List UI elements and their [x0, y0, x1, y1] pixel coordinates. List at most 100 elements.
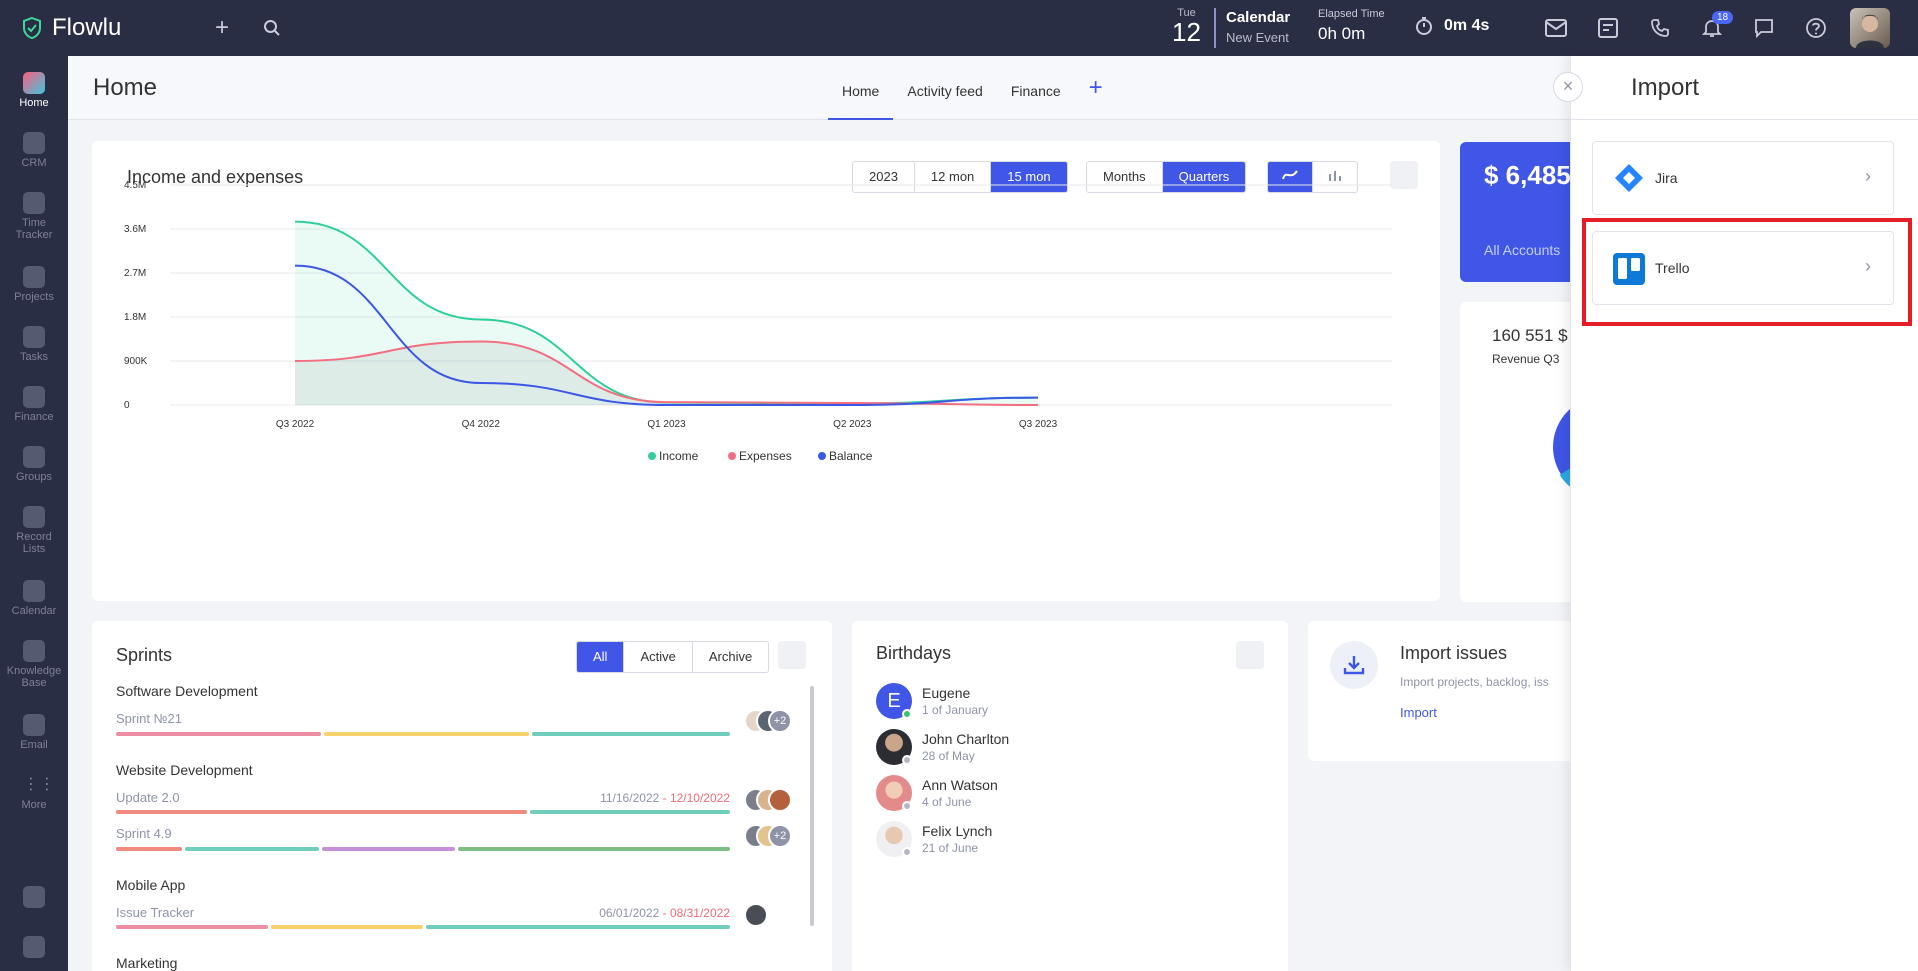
period-12-mon-button[interactable]: 12 mon — [914, 162, 992, 192]
user-avatar[interactable] — [1850, 8, 1890, 48]
legend-marker — [818, 452, 826, 460]
add-tab-button[interactable]: + — [1088, 74, 1103, 101]
filter-all-button[interactable]: All — [577, 642, 625, 672]
mail-icon[interactable] — [1544, 16, 1568, 40]
sprints-scrollbar[interactable] — [810, 686, 814, 926]
sidebar-item-projects[interactable]: Projects — [0, 266, 68, 303]
member-avatar[interactable] — [768, 788, 792, 812]
sprint-project-title: Website Development — [116, 762, 253, 778]
help-icon[interactable] — [1804, 16, 1828, 40]
sprint-name[interactable]: Issue Tracker — [116, 905, 195, 920]
tab-home[interactable]: Home — [828, 56, 894, 120]
accounts-balance-card[interactable]: $ 6,485 All Accounts — [1460, 142, 1570, 282]
sprint-date-separator: - — [659, 791, 670, 805]
more-icon: ⋮⋮ — [23, 776, 55, 793]
sidebar-item-tasks[interactable]: Tasks — [0, 326, 68, 363]
sidebar-item-label: Calendar — [11, 605, 57, 617]
close-panel-button[interactable]: × — [1553, 72, 1583, 102]
import-issues-title: Import issues — [1400, 643, 1508, 663]
sidebar-item-label: Home — [19, 97, 49, 109]
sidebar-item-marketplace[interactable] — [0, 886, 68, 911]
line-chart-icon[interactable] — [1268, 162, 1313, 192]
sidebar-item-time-tracker[interactable]: Time Tracker — [0, 192, 68, 241]
revenue-label: Revenue Q3 — [1492, 352, 1560, 366]
calendar-new-event[interactable]: New Event — [1226, 30, 1289, 45]
sprint-end-date: 12/10/2022 — [669, 791, 730, 805]
download-icon — [1330, 641, 1378, 689]
legend-marker — [728, 452, 736, 460]
sprint-progress-bar — [116, 847, 730, 851]
sprint-name[interactable]: Sprint 4.9 — [116, 826, 172, 841]
import-option-jira[interactable]: Jira › — [1592, 141, 1894, 215]
period-15-mon-button[interactable]: 15 mon — [991, 162, 1067, 192]
y-tick-label: 1.8M — [124, 312, 146, 323]
add-icon[interactable]: + — [214, 14, 229, 41]
import-option-trello[interactable]: Trello › — [1592, 231, 1894, 305]
tab-finance[interactable]: Finance — [1010, 83, 1061, 99]
search-icon[interactable] — [260, 16, 284, 40]
member-avatar[interactable] — [744, 903, 768, 927]
phone-icon[interactable] — [1648, 16, 1672, 40]
sprint-project-title: Mobile App — [116, 877, 186, 893]
sidebar-item-home[interactable]: Home — [0, 72, 68, 109]
sidebar-item-groups[interactable]: Groups — [0, 446, 68, 483]
sidebar-item-knowledge-base[interactable]: Knowledge Base — [0, 640, 68, 689]
calendar-date[interactable]: Tue 12 — [1172, 7, 1201, 45]
import-issues-link[interactable]: Import — [1400, 705, 1437, 720]
more-members-badge[interactable]: +2 — [768, 709, 792, 733]
birthday-date: 21 of June — [922, 841, 979, 855]
filter-archive-button[interactable]: Archive — [692, 642, 769, 672]
calendar-day-of-week: Tue — [1177, 7, 1196, 19]
birthday-date: 1 of January — [922, 703, 989, 717]
sidebar-item-settings[interactable] — [0, 936, 68, 961]
sidebar-item-label: Tasks — [19, 351, 49, 363]
sidebar-item-calendar[interactable]: Calendar — [0, 580, 68, 617]
y-tick-label: 0 — [124, 400, 130, 411]
drag-handle-icon[interactable] — [1390, 161, 1418, 189]
calendar-separator — [1214, 8, 1216, 48]
sidebar-item-more[interactable]: ⋮⋮ More — [0, 774, 68, 811]
tab-activity-feed[interactable]: Activity feed — [907, 83, 983, 99]
x-tick-label: Q4 2022 — [462, 419, 501, 430]
filter-active-button[interactable]: Active — [624, 642, 693, 672]
sidebar-item-email[interactable]: Email — [0, 714, 68, 751]
logo-text: Flowlu — [52, 14, 122, 41]
sidebar-item-label: Groups — [15, 471, 53, 483]
sprint-name[interactable]: Sprint №21 — [116, 711, 182, 726]
time-tracker-icon — [23, 192, 45, 214]
calendar-title: Calendar — [1226, 9, 1291, 26]
rocket-icon — [23, 886, 45, 908]
timer[interactable]: 0m 4s — [1414, 16, 1489, 36]
chat-icon[interactable] — [1752, 16, 1776, 40]
sidebar-item-label: Email — [20, 739, 48, 751]
bar-chart-icon[interactable] — [1313, 162, 1357, 192]
drag-handle-icon[interactable] — [1236, 641, 1264, 669]
sidebar-item-crm[interactable]: CRM — [0, 132, 68, 169]
series-line-balance — [294, 264, 1039, 407]
sprint-name[interactable]: Update 2.0 — [116, 790, 180, 805]
revenue-card: 160 551 $ Revenue Q3 — [1460, 302, 1570, 602]
page-header: Home Home Activity feed Finance + — [68, 56, 1570, 120]
import-panel-header: Import — [1571, 56, 1918, 120]
notes-icon[interactable] — [1596, 16, 1620, 40]
calendar-widget[interactable]: Calendar New Event — [1226, 9, 1290, 45]
legend-label: Balance — [829, 449, 873, 463]
grouping-selector: Months Quarters — [1086, 161, 1247, 193]
home-icon — [23, 72, 45, 94]
income-expenses-card: Income and expenses 2023 12 mon 15 mon M… — [92, 141, 1440, 601]
period-2023-button[interactable]: 2023 — [853, 162, 915, 192]
group-months-button[interactable]: Months — [1087, 162, 1163, 192]
y-tick-label: 2.7M — [124, 268, 146, 279]
sidebar-item-finance[interactable]: Finance — [0, 386, 68, 423]
sidebar-item-record-lists[interactable]: Record Lists — [0, 506, 68, 555]
more-members-badge[interactable]: +2 — [768, 824, 792, 848]
birthday-date: 4 of June — [922, 795, 972, 809]
group-quarters-button[interactable]: Quarters — [1162, 162, 1246, 192]
x-tick-label: Q3 2023 — [1019, 419, 1058, 430]
drag-handle-icon[interactable] — [778, 641, 806, 669]
y-tick-label: 3.6M — [124, 224, 146, 235]
app-logo[interactable]: Flowlu — [20, 14, 121, 42]
online-status-icon — [902, 709, 912, 719]
sprint-project-title: Software Development — [116, 683, 258, 699]
sidebar: Home CRM Time Tracker Projects Tasks Fin… — [0, 56, 68, 971]
